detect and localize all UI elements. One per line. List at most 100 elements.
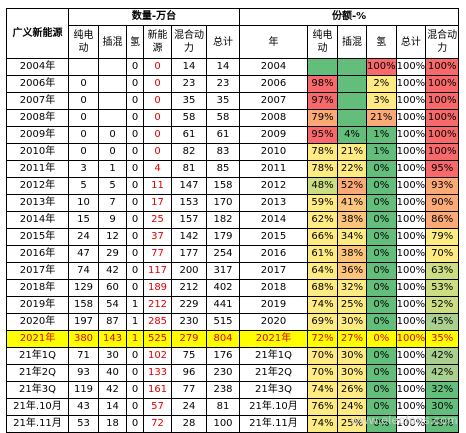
table-row: 2018年 129 60 0 189 212 402 2018 68% 32% 0% 100% 53%: [6, 279, 460, 297]
cell-h2: 0: [126, 58, 144, 76]
cell-ev: 197: [68, 313, 99, 331]
cell-ev: 93: [68, 364, 99, 382]
cell-share-total: 100%: [395, 58, 427, 76]
cell-share-ev: 68%: [307, 279, 338, 297]
cell-year: 2018: [239, 279, 308, 297]
cell-year: 2011: [239, 160, 308, 178]
cell-share-total: 100%: [395, 313, 427, 331]
cell-nev: 4: [143, 160, 172, 178]
cell-share-hybrid: 93%: [425, 177, 460, 195]
cell-h2: 0: [126, 245, 144, 263]
table-row: 2009年 0 0 0 0 61 61 2009 95% 4% 1% 100% 100%: [6, 126, 460, 144]
cell-phev: 42: [98, 381, 127, 399]
table-row: 2017年 74 42 0 117 200 317 2017 64% 36% 0% 100% 63%: [6, 262, 460, 280]
table-row: 21年2Q 93 40 0 133 96 230 21年2Q 70% 30% 0% 100% 42%: [6, 364, 460, 382]
cell-total: 81: [206, 398, 240, 416]
cell-year: 2021年: [239, 330, 308, 348]
col-header-h2: 氢: [126, 25, 144, 59]
cell-phev: 54: [98, 296, 127, 314]
cell-phev: 60: [98, 279, 127, 297]
cell-share-hybrid: 100%: [425, 109, 460, 127]
cell-share-phev: 21%: [337, 143, 367, 161]
cell-share-phev: 52%: [337, 177, 367, 195]
cell-h2: 0: [126, 347, 144, 365]
cell-share-ev: 79%: [307, 109, 338, 127]
cell-year: 21年.11月: [239, 415, 308, 433]
cell-total: 804: [206, 330, 240, 348]
cell-h2: 0: [126, 279, 144, 297]
cell-year: 2013: [239, 194, 308, 212]
row-label: 2011年: [6, 160, 69, 178]
cell-share-h2: 2%: [366, 75, 397, 93]
cell-share-h2: 3%: [366, 92, 397, 110]
table-body: 2004年 0 0 14 14 2004 100% 100% 100% 2006年 0 0 0 23 23 2…: [6, 58, 460, 433]
cell-share-total: 100%: [395, 160, 427, 178]
cell-year: 2014: [239, 211, 308, 229]
cell-year: 2020: [239, 313, 308, 331]
col-header-ev: 纯电动: [68, 25, 99, 59]
cell-ev: 0: [68, 75, 99, 93]
cell-phev: 18: [98, 415, 127, 433]
cell-share-total: 100%: [395, 296, 427, 314]
cell-total: 176: [206, 347, 240, 365]
cell-share-phev: 24%: [337, 398, 367, 416]
cell-ev: 15: [68, 211, 99, 229]
cell-h2: 1: [126, 313, 144, 331]
cell-total: 170: [206, 194, 240, 212]
cell-ev: 24: [68, 228, 99, 246]
cell-share-ev: 95%: [307, 126, 338, 144]
cell-phev: 143: [98, 330, 127, 348]
cell-hybrid: 77: [171, 381, 207, 399]
cell-share-hybrid: 100%: [425, 75, 460, 93]
row-label: 2020年: [6, 313, 69, 331]
cell-h2: 0: [126, 160, 144, 178]
cell-phev: 1: [98, 160, 127, 178]
cell-share-phev: 38%: [337, 211, 367, 229]
table-row: 2019年 158 54 1 212 229 441 2019 74% 25% 0% 100% 52%: [6, 296, 460, 314]
cell-share-phev: 41%: [337, 194, 367, 212]
cell-h2: 0: [126, 92, 144, 110]
cell-share-total: 100%: [395, 245, 427, 263]
col-header-hybrid: 混合动力: [171, 25, 207, 59]
row-label: 2021年: [6, 330, 69, 348]
cell-h2: 0: [126, 126, 144, 144]
cell-share-phev: 4%: [337, 126, 367, 144]
cell-share-hybrid: 79%: [425, 228, 460, 246]
cell-total: 100: [206, 415, 240, 433]
cell-share-h2: 0%: [366, 160, 397, 178]
cell-hybrid: 153: [171, 194, 207, 212]
cell-phev: [98, 58, 127, 76]
row-label: 21年.11月: [6, 415, 69, 433]
table-row: 2010年 0 0 0 0 82 83 2010 78% 21% 1% 100% 100%: [6, 143, 460, 161]
cell-share-total: 100%: [395, 211, 427, 229]
row-label: 2017年: [6, 262, 69, 280]
cell-share-h2: 21%: [366, 109, 397, 127]
cell-share-hybrid: 100%: [425, 126, 460, 144]
col-header-total: 总计: [206, 25, 240, 59]
cell-share-total: 100%: [395, 109, 427, 127]
cell-share-phev: [337, 109, 367, 127]
cell-hybrid: 229: [171, 296, 207, 314]
row-label: 21年2Q: [6, 364, 69, 382]
cell-ev: 119: [68, 381, 99, 399]
cell-nev: 77: [143, 245, 172, 263]
cell-h2: 0: [126, 262, 144, 280]
cell-share-phev: 22%: [337, 160, 367, 178]
cell-nev: 0: [143, 126, 172, 144]
cell-nev: 133: [143, 364, 172, 382]
cell-share-hybrid: 70%: [425, 245, 460, 263]
cell-total: 61: [206, 126, 240, 144]
row-label: 2014年: [6, 211, 69, 229]
cell-hybrid: 61: [171, 126, 207, 144]
cell-share-hybrid: 32%: [425, 381, 460, 399]
cell-hybrid: 230: [171, 313, 207, 331]
cell-phev: 0: [98, 126, 127, 144]
cell-share-total: 100%: [395, 92, 427, 110]
cell-total: 402: [206, 279, 240, 297]
cell-year: 2012: [239, 177, 308, 195]
cell-share-h2: 0%: [366, 347, 397, 365]
cell-ev: 0: [68, 126, 99, 144]
cell-phev: [98, 75, 127, 93]
cell-share-hybrid: 95%: [425, 160, 460, 178]
cell-total: 83: [206, 143, 240, 161]
